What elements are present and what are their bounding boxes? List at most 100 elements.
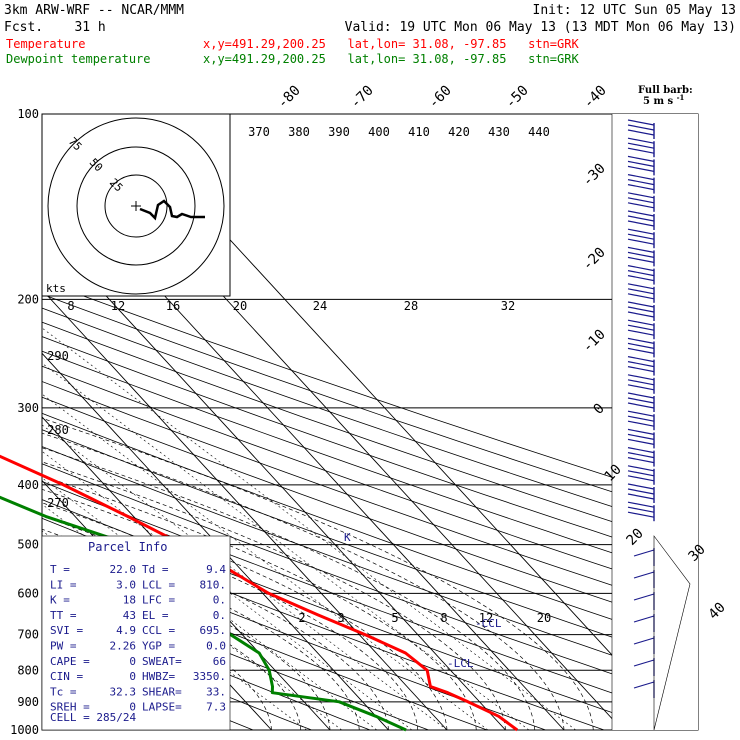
wind-barb — [627, 488, 655, 495]
wind-barb — [627, 179, 655, 186]
wind-barb — [627, 366, 655, 373]
moist-adiabat-line — [42, 447, 536, 730]
pressure-tick-label: 800 — [17, 663, 39, 677]
wind-barb — [627, 251, 655, 258]
wind-barb — [627, 361, 655, 368]
wind-barb — [627, 155, 655, 162]
wind-barb — [627, 283, 655, 290]
wind-barb — [627, 465, 655, 472]
isotherm-label: -70 — [348, 83, 377, 112]
wind-barb — [627, 511, 655, 518]
hodograph-trace — [139, 199, 205, 221]
mixing-ratio-label: 8 — [67, 299, 74, 313]
parcel-info-value: 66 — [213, 655, 226, 668]
parcel-info-value: 695. — [200, 624, 227, 637]
pressure-tick-label: 500 — [17, 538, 39, 552]
moist-adiabat-line — [42, 432, 565, 730]
lcl-marker: -LCL — [447, 657, 474, 670]
mixing-ratio-label: 32 — [501, 299, 515, 313]
theta-e-label: 290 — [47, 349, 69, 363]
k-marker: K — [344, 531, 351, 544]
parcel-info-value: 43 — [123, 609, 136, 622]
dry-adiabat-line — [42, 412, 698, 649]
isotherm-label: -40 — [581, 83, 610, 112]
mixing-ratio-label: 28 — [404, 299, 418, 313]
moist-adiabat-line — [42, 542, 331, 730]
theta-label: 370 — [248, 125, 270, 139]
isotherm-label: -20 — [580, 245, 609, 274]
wind-barb — [627, 379, 655, 386]
wind-barb — [627, 147, 655, 154]
theta-label: 430 — [488, 125, 510, 139]
mixing-ratio-label: 2 — [298, 611, 305, 625]
moist-adiabat-line — [42, 461, 506, 730]
dry-adiabat-line — [42, 446, 698, 685]
wind-barb — [627, 475, 655, 482]
wind-barb — [633, 571, 655, 579]
mixing-ratio-line — [42, 327, 576, 730]
isotherm-label: 0 — [591, 401, 608, 418]
hodograph-unit: kts — [46, 282, 66, 295]
parcel-info-label: PW = — [50, 640, 77, 653]
parcel-info-value: 32.3 — [110, 685, 137, 698]
wind-barb — [627, 447, 655, 454]
wind-barb — [627, 337, 655, 344]
parcel-info-cell: CELL = 285/24 — [50, 711, 136, 724]
pressure-tick-label: 900 — [17, 695, 39, 709]
dry-adiabat-line — [42, 381, 698, 614]
pressure-tick-label: 100 — [17, 107, 39, 121]
mixing-ratio-label: 24 — [313, 299, 327, 313]
barb-column — [612, 114, 698, 730]
parcel-info-value: 22.0 — [110, 563, 137, 576]
wind-barb — [627, 288, 655, 295]
wind-barb — [633, 681, 655, 689]
parcel-info-value: 7.3 — [206, 701, 226, 714]
parcel-info-value: 0 — [129, 670, 136, 683]
wind-barb — [627, 238, 655, 245]
wind-barb — [627, 457, 655, 464]
parcel-info-value: 3350. — [193, 670, 226, 683]
wind-barb — [627, 233, 655, 240]
parcel-info-label: LAPSE= — [142, 701, 182, 714]
moist-adiabat-line — [42, 475, 477, 730]
theta-label: 420 — [448, 125, 470, 139]
dry-adiabat-line — [42, 577, 429, 730]
wind-barb — [627, 311, 655, 318]
dry-adiabat-line — [42, 396, 698, 632]
wind-barb — [627, 228, 655, 235]
dry-adiabat-line — [42, 481, 698, 723]
barb-legend-title: Full barb: — [638, 85, 693, 96]
wind-barb — [627, 142, 655, 149]
wind-barb — [627, 275, 655, 282]
parcel-info-value: 33. — [206, 685, 226, 698]
parcel-info-label: Tc = — [50, 685, 77, 698]
wind-barb — [627, 397, 655, 404]
isotherm-label: 40 — [706, 600, 729, 623]
temperature-location: x,y=491.29,200.25 lat,lon= 31.08, -97.85… — [203, 37, 579, 51]
parcel-info-panel — [41, 535, 231, 731]
wind-barb — [627, 306, 655, 313]
parcel-info-label: LI = — [50, 578, 77, 591]
dewpoint-legend: Dewpoint temperature — [6, 52, 151, 66]
mixing-ratio-label: 20 — [537, 611, 551, 625]
parcel-info-label: YGP = — [142, 640, 175, 653]
wind-barb — [627, 452, 655, 459]
mixing-ratio-label: 3 — [337, 611, 344, 625]
wind-barb — [627, 506, 655, 513]
wind-barb — [627, 428, 655, 435]
dry-adiabat-line — [42, 293, 698, 520]
wind-barb — [627, 415, 655, 422]
parcel-info-label: LFC = — [142, 594, 175, 607]
wind-barb — [627, 220, 655, 227]
dry-adiabat-line — [42, 321, 698, 550]
wind-barb — [627, 342, 655, 349]
parcel-info-label: Td = — [142, 563, 169, 576]
parcel-info-label: SWEAT= — [142, 655, 182, 668]
wind-barb — [627, 356, 655, 363]
wind-barb — [627, 329, 655, 336]
isotherm-label: -30 — [580, 161, 609, 190]
parcel-info-label: LCL = — [142, 578, 175, 591]
wind-barb — [627, 483, 655, 490]
wind-barb — [627, 119, 655, 126]
mixing-ratio-label: 12 — [111, 299, 125, 313]
